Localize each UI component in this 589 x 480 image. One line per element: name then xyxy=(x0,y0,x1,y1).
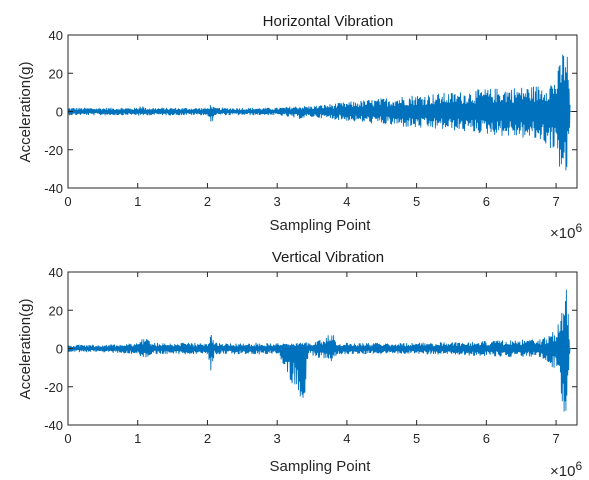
chart-title: Vertical Vibration xyxy=(272,249,384,266)
y-tick-label: -40 xyxy=(44,418,63,433)
x-axis-label: Sampling Point xyxy=(270,458,372,475)
y-tick-label: 40 xyxy=(49,28,63,43)
x-tick-label: 3 xyxy=(274,431,281,446)
x-tick-label: 0 xyxy=(64,194,71,209)
x-tick-label: 4 xyxy=(343,431,350,446)
vertical-vibration-plot: Vertical Vibration Sampling Point Accele… xyxy=(17,249,582,480)
y-tick-label: -20 xyxy=(44,143,63,158)
x-tick-label: 1 xyxy=(134,431,141,446)
signal-series xyxy=(67,54,571,171)
signal-series xyxy=(67,289,571,412)
y-tick-label: 20 xyxy=(49,66,63,81)
y-axis-label: Acceleration(g) xyxy=(17,62,34,163)
x-tick-label: 5 xyxy=(413,194,420,209)
x-axis-label: Sampling Point xyxy=(270,217,372,234)
y-tick-label: -40 xyxy=(44,181,63,196)
x-tick-label: 6 xyxy=(483,431,490,446)
y-tick-label: -20 xyxy=(44,380,63,395)
y-tick-label: 0 xyxy=(56,342,63,357)
x-tick-label: 4 xyxy=(343,194,350,209)
x-tick-label: 0 xyxy=(64,431,71,446)
x-tick-label: 1 xyxy=(134,194,141,209)
x-tick-label: 2 xyxy=(204,431,211,446)
x-tick-label: 5 xyxy=(413,431,420,446)
x-exponent-label: ×106 xyxy=(550,221,582,242)
y-tick-label: 0 xyxy=(56,105,63,120)
y-axis-label: Acceleration(g) xyxy=(17,299,34,400)
x-tick-label: 2 xyxy=(204,194,211,209)
y-tick-label: 40 xyxy=(49,265,63,280)
y-tick-label: 20 xyxy=(49,303,63,318)
x-exponent-label: ×106 xyxy=(550,459,582,480)
horizontal-vibration-plot: Horizontal Vibration Sampling Point Acce… xyxy=(17,13,582,242)
x-tick-label: 6 xyxy=(483,194,490,209)
x-tick-label: 7 xyxy=(552,194,559,209)
x-tick-label: 7 xyxy=(552,431,559,446)
chart-title: Horizontal Vibration xyxy=(263,13,394,30)
x-tick-label: 3 xyxy=(274,194,281,209)
